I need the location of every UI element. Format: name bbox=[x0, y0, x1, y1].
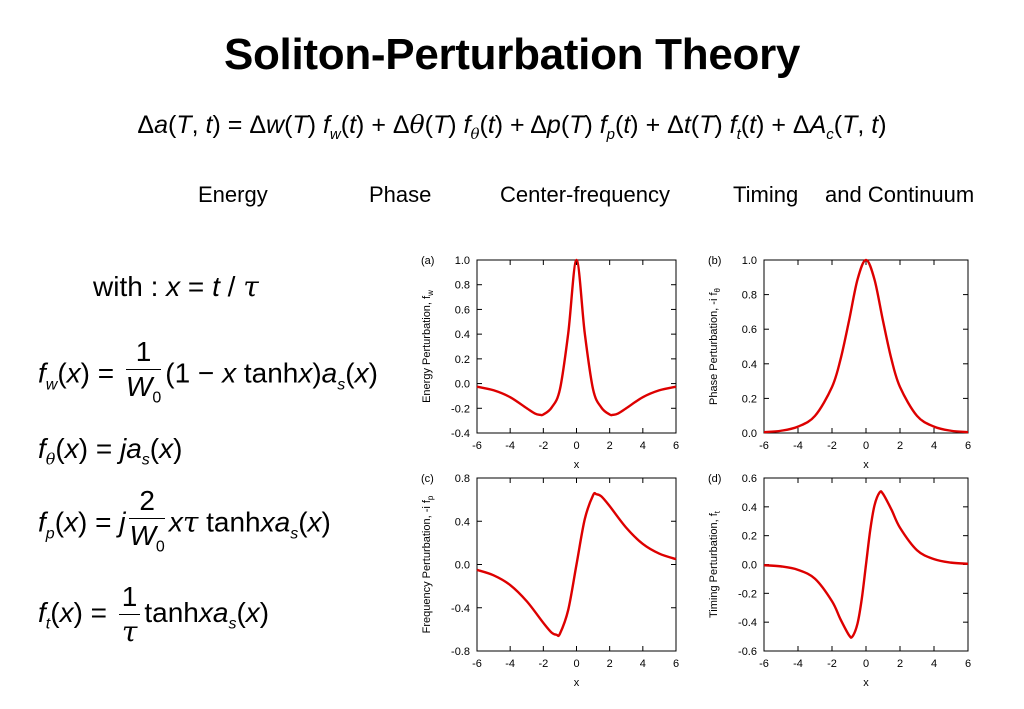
category-energy: Energy bbox=[198, 182, 268, 207]
frequency-function-equation: fp(x) = j 2 W0 xτ tanhxas(x) bbox=[38, 485, 331, 556]
y-tick-label: 0.6 bbox=[742, 473, 757, 485]
plot-frame bbox=[476, 259, 677, 434]
y-axis-label: Frequency Perturbation, -i fp bbox=[421, 495, 435, 633]
x-tick-label: 2 bbox=[607, 440, 613, 452]
panel-label: (c) bbox=[421, 473, 434, 485]
x-tick-label: 6 bbox=[673, 440, 679, 452]
slide-title: Soliton-Perturbation Theory bbox=[223, 30, 801, 79]
x-tick-label: 2 bbox=[607, 658, 613, 670]
x-tick-label: 0 bbox=[863, 658, 869, 670]
x-axis-label: x bbox=[574, 677, 580, 689]
y-tick-label: -0.2 bbox=[451, 403, 470, 415]
x-tick-label: -4 bbox=[505, 658, 515, 670]
y-tick-label: 0.4 bbox=[455, 516, 470, 528]
y-axis-label-subscript: θ bbox=[713, 287, 722, 292]
x-tick-label: 2 bbox=[897, 440, 903, 452]
x-tick-label: 4 bbox=[931, 440, 937, 452]
x-tick-label: 0 bbox=[863, 440, 869, 452]
y-axis-label: Energy Perturbation, fw bbox=[421, 290, 435, 403]
timing-function-equation: ft(x) = 1 τ tanhxas(x) bbox=[38, 581, 270, 648]
y-tick-label: 0.2 bbox=[455, 354, 470, 366]
decomposition-equation: Δa(T, t) = Δw(T) fw(t) + Δθ(T) fθ(t) + Δ… bbox=[137, 110, 887, 143]
x-tick-label: 4 bbox=[640, 658, 646, 670]
x-tick-label: 6 bbox=[965, 658, 971, 670]
x-tick-label: 4 bbox=[640, 440, 646, 452]
y-tick-label: 0.0 bbox=[455, 560, 470, 572]
y-tick-label: 0.8 bbox=[455, 473, 470, 485]
category-continuum: and Continuum bbox=[825, 182, 975, 207]
series-line bbox=[763, 490, 969, 639]
with-label: with : bbox=[93, 271, 159, 302]
with-definition: with : x = t / τ bbox=[93, 270, 259, 303]
y-tick-label: 0.8 bbox=[742, 290, 757, 302]
x-tick-label: 0 bbox=[573, 440, 579, 452]
y-tick-label: -0.2 bbox=[738, 588, 757, 600]
panel-label: (a) bbox=[421, 255, 434, 267]
series-line bbox=[763, 258, 969, 434]
x-tick-label: -2 bbox=[827, 440, 837, 452]
series-line bbox=[476, 258, 677, 417]
y-tick-label: 0.6 bbox=[742, 324, 757, 336]
x-tick-label: -4 bbox=[793, 440, 803, 452]
x-tick-label: -2 bbox=[538, 658, 548, 670]
y-tick-label: -0.6 bbox=[738, 646, 757, 658]
y-tick-label: 0.4 bbox=[742, 502, 757, 514]
x-tick-label: 4 bbox=[931, 658, 937, 670]
phase-function-equation: fθ(x) = jas(x) bbox=[38, 433, 183, 469]
y-axis-label-subscript: t bbox=[713, 510, 722, 513]
energy-function-equation: fw(x) = 1 W0 (1 − x tanhx)as(x) bbox=[38, 336, 378, 407]
chart-panel: -6 -4 -2 0 2 4 6 -0.8 -0.4 0.0 0.4 0.8 x Frequency Pe… bbox=[421, 473, 679, 689]
panel-label: (b) bbox=[708, 255, 721, 267]
y-tick-label: 0.4 bbox=[742, 359, 757, 371]
y-axis-label-subscript: p bbox=[426, 495, 435, 500]
x-tick-label: -4 bbox=[505, 440, 515, 452]
y-tick-label: 0.6 bbox=[455, 304, 470, 316]
x-tick-label: -2 bbox=[827, 658, 837, 670]
x-tick-label: 6 bbox=[673, 658, 679, 670]
panel-label: (d) bbox=[708, 473, 721, 485]
series-line bbox=[476, 491, 677, 638]
x-tick-label: -2 bbox=[538, 440, 548, 452]
y-tick-label: 0.8 bbox=[455, 280, 470, 292]
y-axis-label-subscript: w bbox=[426, 290, 435, 297]
y-axis-label: Timing Perturbation, ft bbox=[708, 510, 722, 618]
x-tick-label: -6 bbox=[472, 658, 482, 670]
x-tick-label: 2 bbox=[897, 658, 903, 670]
chart-panel: -6 -4 -2 0 2 4 6 -0.4 -0.2 0.0 0.2 0.4 0.6 0.8 1.0 x Ene… bbox=[421, 255, 679, 471]
category-timing: Timing bbox=[733, 182, 799, 207]
y-tick-label: -0.4 bbox=[451, 428, 470, 440]
x-axis-label: x bbox=[574, 459, 580, 471]
y-tick-label: 0.2 bbox=[742, 531, 757, 543]
y-tick-label: 0.0 bbox=[455, 379, 470, 391]
y-tick-label: 0.0 bbox=[742, 428, 757, 440]
y-tick-label: -0.8 bbox=[451, 646, 470, 658]
category-phase: Phase bbox=[369, 182, 432, 207]
y-axis-label: Phase Perturbation, -i fθ bbox=[708, 287, 722, 405]
x-tick-label: 0 bbox=[573, 658, 579, 670]
chart-panel: -6 -4 -2 0 2 4 6 -0.6 -0.4 -0.2 0.0 0.2 0.4 0.6 x Timin… bbox=[708, 473, 971, 689]
y-tick-label: 0.2 bbox=[742, 393, 757, 405]
y-tick-label: -0.4 bbox=[451, 603, 470, 615]
x-tick-label: -6 bbox=[759, 440, 769, 452]
x-tick-label: -4 bbox=[793, 658, 803, 670]
y-tick-label: 1.0 bbox=[455, 255, 470, 267]
y-tick-label: 0.4 bbox=[455, 329, 470, 341]
y-tick-label: -0.4 bbox=[738, 617, 757, 629]
x-axis-label: x bbox=[863, 677, 869, 689]
x-tick-label: 6 bbox=[965, 440, 971, 452]
y-tick-label: 1.0 bbox=[742, 255, 757, 267]
x-tick-label: -6 bbox=[759, 658, 769, 670]
chart-panel: -6 -4 -2 0 2 4 6 0.0 0.2 0.4 0.6 0.8 1.0 x Phase Pertu… bbox=[708, 255, 971, 471]
x-axis-label: x bbox=[863, 459, 869, 471]
y-tick-label: 0.0 bbox=[742, 560, 757, 572]
category-center-frequency: Center-frequency bbox=[500, 182, 670, 207]
plot-frame bbox=[763, 259, 969, 434]
x-tick-label: -6 bbox=[472, 440, 482, 452]
